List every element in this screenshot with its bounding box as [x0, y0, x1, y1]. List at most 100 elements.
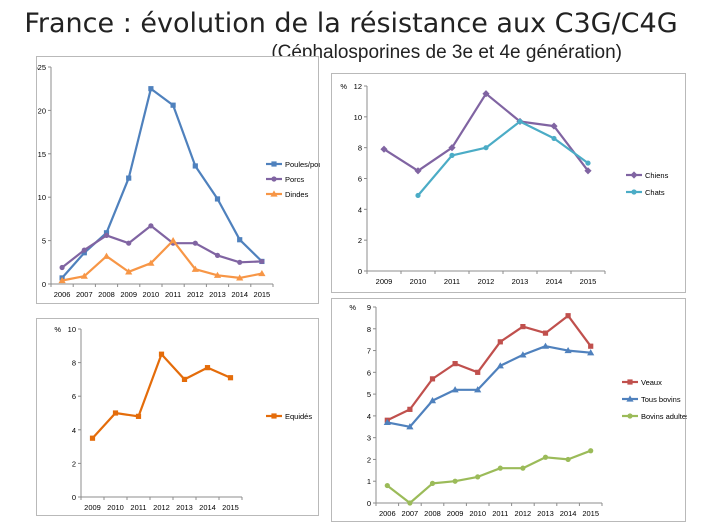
series-equid-s [89, 351, 234, 441]
data-point [112, 410, 119, 416]
data-point [148, 223, 154, 229]
y-tick-label: 2 [367, 455, 371, 464]
data-point [565, 313, 571, 319]
legend-marker [631, 189, 637, 195]
x-tick-label: 2011 [165, 290, 181, 299]
data-point [383, 418, 391, 426]
data-point [497, 465, 503, 471]
data-point [517, 118, 523, 125]
x-tick-label: 2007 [76, 290, 93, 299]
data-point [191, 265, 199, 272]
data-point [588, 448, 594, 454]
x-tick-label: 2013 [209, 290, 226, 299]
data-point [125, 268, 133, 275]
y-tick-label: 2 [72, 459, 76, 468]
series-bovins-adultes [384, 448, 594, 506]
data-point [407, 500, 413, 506]
data-point [452, 361, 458, 367]
data-point [448, 144, 456, 152]
y-tick-label: %25 [37, 63, 46, 72]
series-line [61, 239, 263, 282]
data-point [542, 454, 549, 460]
data-point [483, 145, 489, 151]
data-point [585, 160, 591, 166]
data-point [449, 152, 455, 158]
data-point [169, 237, 177, 244]
y-tick-label: 0 [367, 499, 371, 508]
series-line [417, 120, 589, 197]
data-point [428, 397, 437, 404]
chart-panel-carnivores: 0 2 4 6 8 10 12% 2009 2010 2011 2012 2013 2014 2015 Ch… [331, 73, 686, 293]
y-tick-label: 6 [72, 392, 76, 401]
data-point [429, 376, 436, 382]
page-subtitle: (Céphalosporines de 3e et 4e génération) [271, 42, 622, 63]
data-point [452, 478, 458, 484]
y-tick-label: 8 [367, 325, 371, 334]
legend-label: Dindes [285, 190, 309, 199]
data-point [451, 386, 459, 393]
x-tick-label: 2011 [492, 509, 508, 518]
series-line [61, 87, 263, 279]
data-point [258, 269, 266, 277]
y-tick-label: 6 [367, 368, 371, 377]
data-point [542, 330, 549, 336]
data-point [415, 192, 421, 199]
legend-label: Chats [645, 188, 665, 197]
data-point [59, 264, 65, 271]
data-point [192, 240, 198, 246]
legend-label: Chiens [645, 171, 669, 180]
data-point [80, 272, 88, 279]
legend-label: Porcs [285, 175, 304, 184]
data-point [81, 250, 87, 256]
data-point [126, 175, 132, 181]
series-line [386, 314, 592, 422]
data-point [520, 465, 526, 471]
y-tick-label: 4 [358, 205, 362, 214]
y-axis-unit-label: % [349, 303, 356, 312]
y-tick-label: 15 [38, 150, 46, 159]
x-tick-label: 2015 [222, 503, 239, 512]
data-point [584, 167, 592, 175]
data-point [380, 145, 388, 153]
data-point [564, 346, 572, 354]
x-tick-label: 2009 [376, 277, 393, 286]
y-axis-unit-label: % [54, 325, 61, 334]
x-tick-label: 2006 [379, 509, 396, 518]
data-point [482, 90, 490, 98]
data-point [148, 86, 154, 92]
series-line [387, 345, 591, 428]
y-tick-label: 4 [72, 426, 76, 435]
data-point [550, 122, 558, 130]
data-point [259, 258, 265, 265]
x-tick-label: 2012 [153, 503, 170, 512]
y-tick-label: 0 [72, 493, 76, 502]
y-tick-label: 0 [358, 267, 362, 276]
data-point [541, 342, 550, 349]
page-title: France : évolution de la résistance aux … [24, 8, 678, 39]
data-point [475, 369, 481, 375]
series-porcs [59, 223, 265, 271]
x-tick-label: 2014 [199, 503, 216, 512]
data-point [565, 456, 571, 463]
x-tick-label: 2012 [478, 277, 495, 286]
data-point [103, 232, 110, 238]
y-tick-label: 10 [38, 193, 46, 202]
series-line [386, 449, 592, 505]
data-point [135, 413, 142, 419]
chart-bovins: 0 1 2 3 4 5 6 7 8 9% 2006 2007 2008 2009 2010 2011 2012 2… [349, 303, 690, 518]
data-point [497, 339, 503, 345]
y-tick-label: 8 [72, 359, 76, 368]
legend-marker [271, 161, 277, 167]
data-point [227, 375, 234, 381]
data-point [474, 386, 482, 393]
data-point [237, 237, 243, 243]
y-axis-unit-label: % [340, 82, 347, 91]
series-line [383, 92, 589, 172]
y-tick-label: 3 [367, 434, 371, 443]
x-tick-label: 2012 [187, 290, 204, 299]
data-point [89, 435, 96, 441]
series-chiens [380, 90, 592, 175]
data-point [519, 351, 527, 358]
x-tick-label: 2015 [254, 290, 271, 299]
y-tick-label: 4 [367, 412, 371, 421]
